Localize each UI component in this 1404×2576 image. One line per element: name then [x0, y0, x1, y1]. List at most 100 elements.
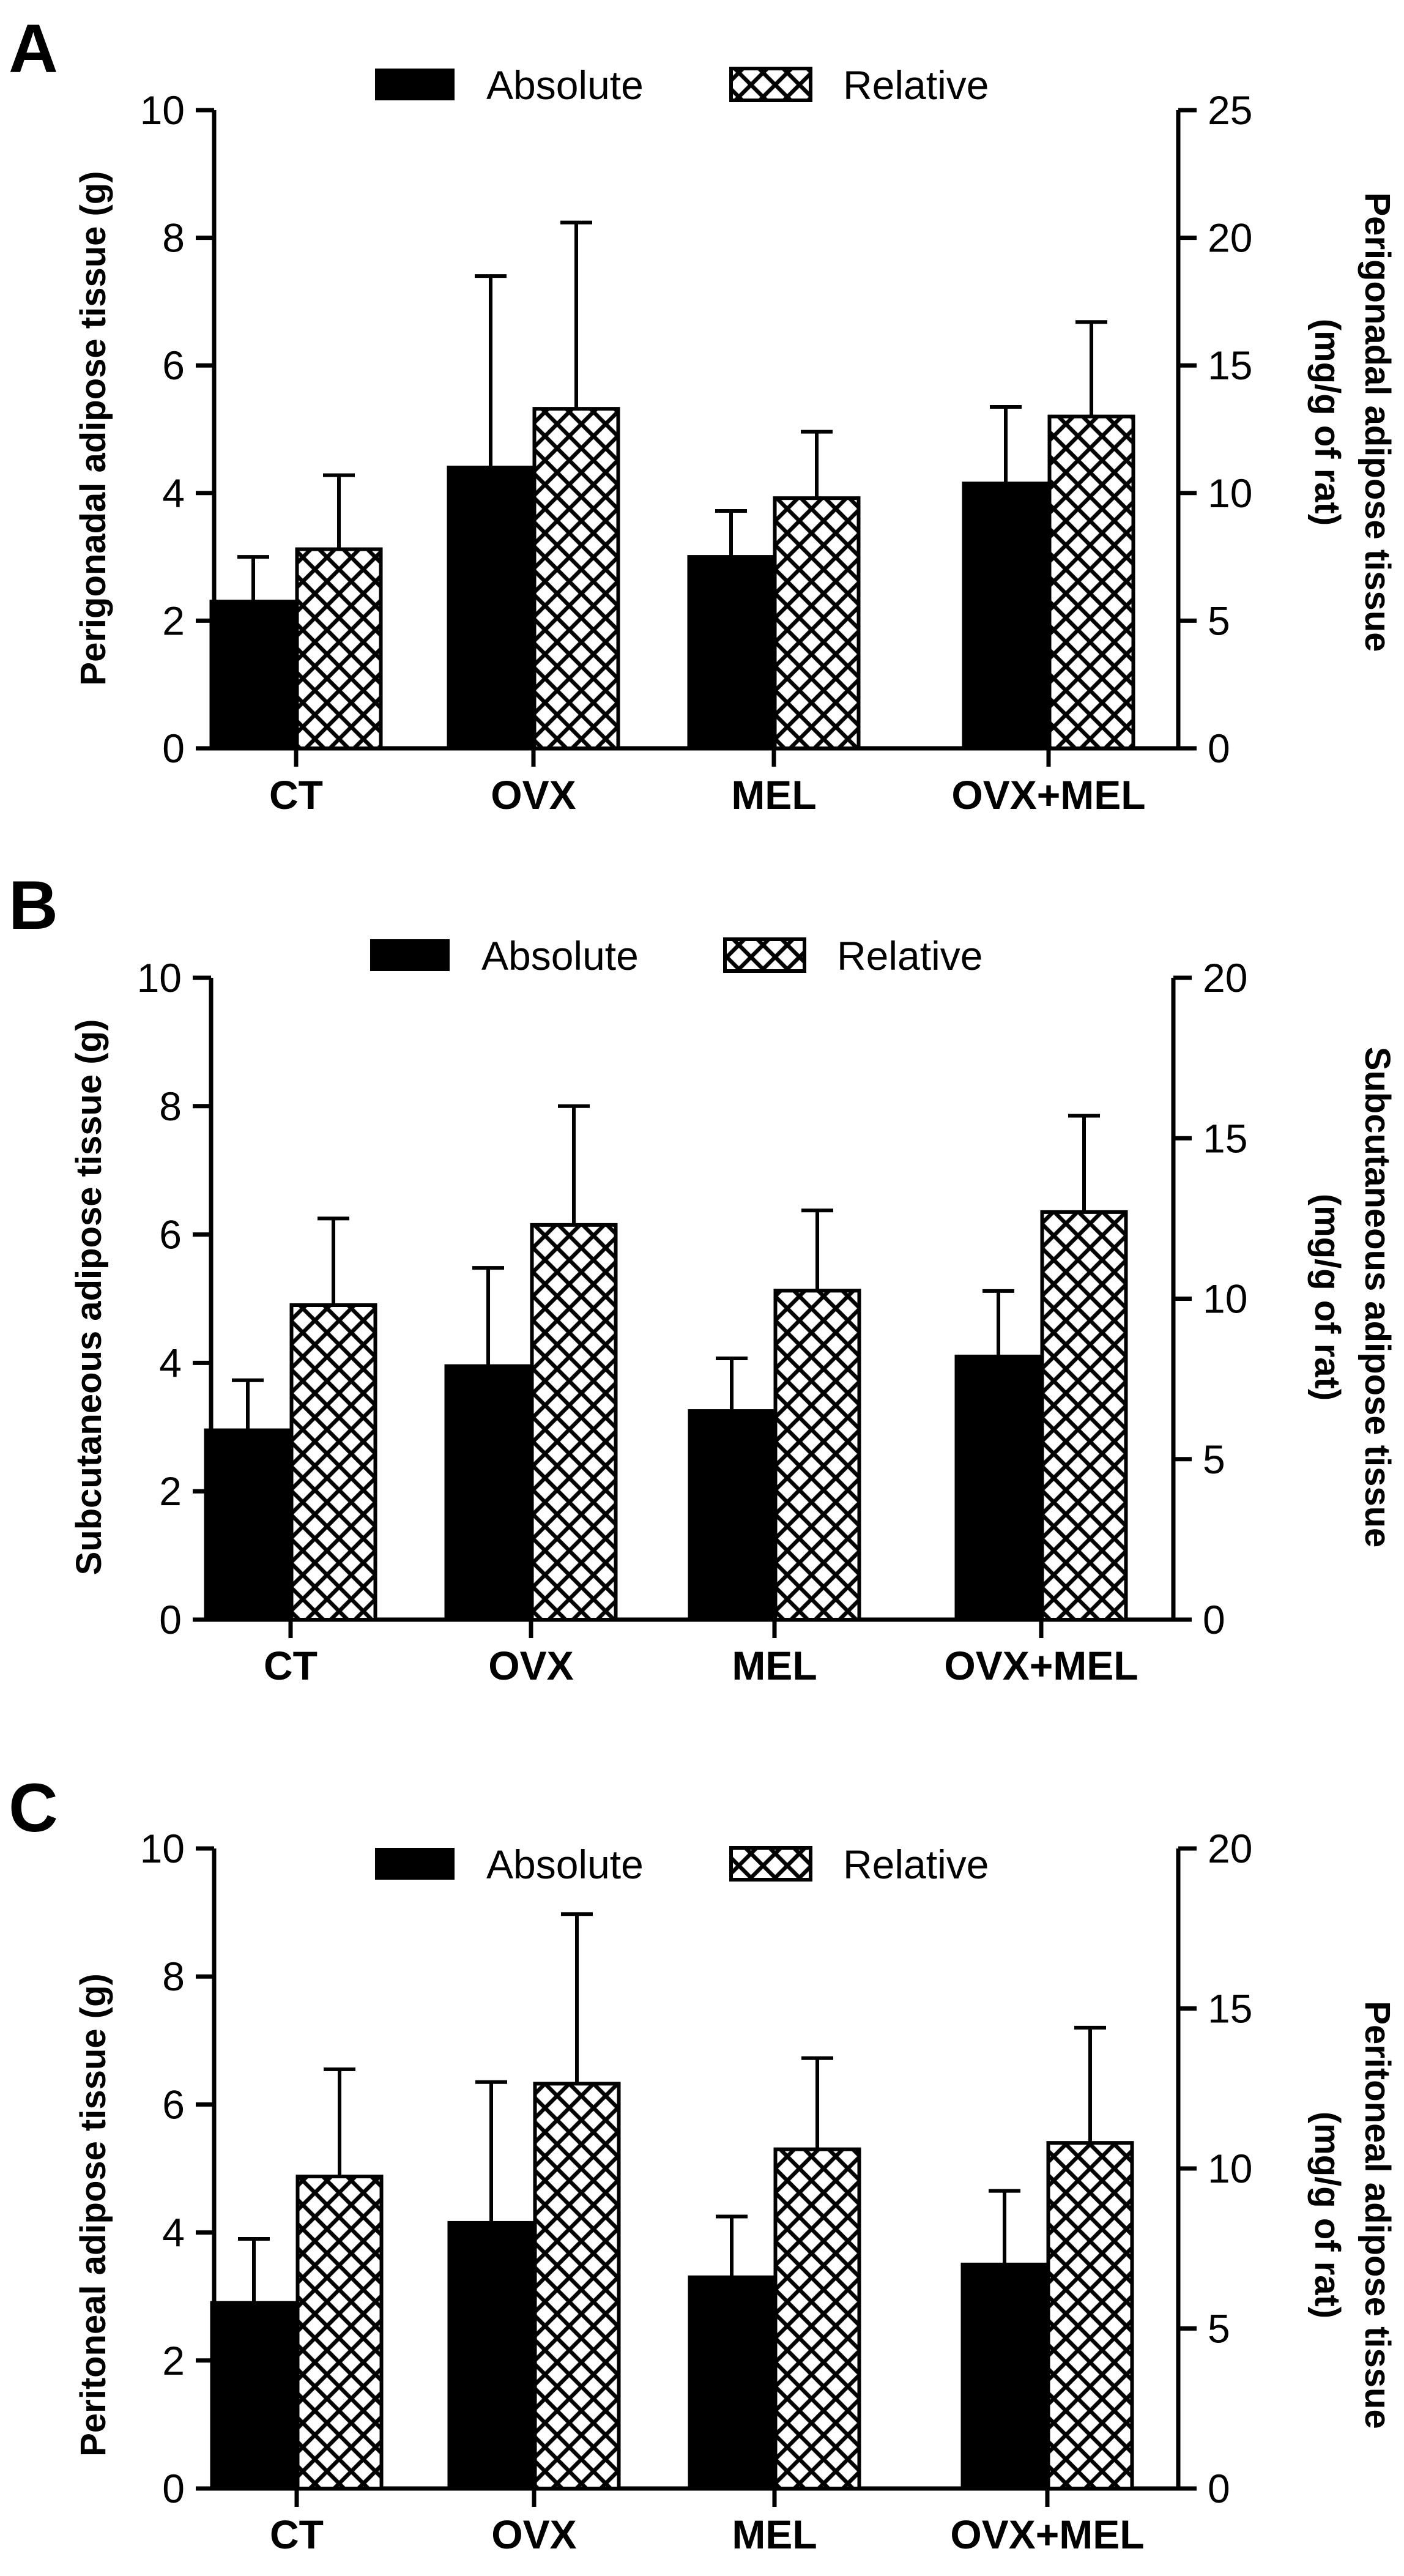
y-axis-title-left: Peritoneal adipose tissue (g): [73, 1973, 113, 2457]
x-tick-label: OVX: [491, 772, 576, 817]
panel-b: B Absolute Relative Subcutaneous adipose…: [9, 867, 1397, 1688]
bar-absolute: [688, 1409, 776, 1621]
y-tick-label-right: 0: [1208, 2466, 1230, 2511]
y-tick-label-left: 6: [162, 343, 185, 388]
y-tick-label-left: 6: [162, 2082, 185, 2127]
legend-label-relative: Relative: [843, 62, 989, 108]
y-axis-title-right-line1: Perigonadal adipose tissue: [1358, 193, 1397, 652]
bar-absolute: [688, 2275, 776, 2491]
bar-relative: [532, 407, 620, 750]
bar-relative: [295, 547, 383, 750]
bar-group-absolute: [960, 2189, 1049, 2490]
y-tick-label-left: 6: [159, 1212, 182, 1257]
panel-letter: B: [9, 867, 58, 944]
bar-relative: [773, 496, 861, 750]
bar-relative: [1040, 1210, 1128, 1621]
y-tick-label-left: 10: [137, 955, 182, 1000]
bar-absolute: [687, 555, 775, 750]
bar-group-absolute: [954, 1289, 1042, 1621]
y-tick-label-left: 0: [162, 726, 185, 771]
bar-group-absolute: [687, 509, 775, 750]
bar-group-relative: [1047, 320, 1135, 750]
bar-group-relative: [773, 430, 861, 750]
x-tick-label: CT: [270, 2512, 324, 2557]
bar-absolute: [204, 1428, 292, 1621]
y-tick-label-left: 4: [159, 1340, 182, 1385]
x-tick-label: OVX+MEL: [951, 772, 1145, 817]
bar-group-absolute: [447, 2080, 535, 2490]
bar-group-relative: [773, 2056, 861, 2491]
y-tick-label-right: 10: [1203, 1276, 1247, 1322]
y-axis-title-right-line1: Subcutaneous adipose tissue: [1358, 1047, 1397, 1548]
panel-letter: C: [9, 1770, 58, 1846]
y-tick-label-right: 0: [1203, 1597, 1225, 1642]
bar-relative: [773, 2147, 861, 2491]
y-axis-title-left: Subcutaneous adipose tissue (g): [69, 1019, 109, 1576]
legend-swatch-relative: [729, 67, 812, 102]
bar-relative: [530, 1223, 618, 1621]
y-axis-title-right-line2: (mg/g of rat): [1307, 1194, 1347, 1401]
bar-absolute: [962, 482, 1050, 751]
bar-absolute: [960, 2262, 1049, 2490]
bar-group-relative: [295, 473, 383, 750]
y-tick-label-left: 10: [140, 1826, 185, 1871]
panel-c: C Absolute Relative Peritoneal adipose t…: [9, 1770, 1397, 2557]
bar-relative: [773, 1289, 861, 1621]
panel-a: A Absolute Relative Perigonadal adipose …: [9, 10, 1397, 817]
legend-swatch-absolute: [375, 1848, 455, 1880]
bar-group-relative: [295, 2067, 384, 2490]
y-tick-label-right: 20: [1203, 955, 1247, 1000]
y-axis-title-right-line2: (mg/g of rat): [1307, 2112, 1347, 2318]
bar-group-relative: [289, 1216, 377, 1621]
x-tick-label: MEL: [732, 1643, 817, 1688]
y-tick-label-left: 0: [162, 2466, 185, 2511]
bar-relative: [1047, 414, 1135, 750]
legend-label-absolute: Absolute: [486, 62, 644, 108]
y-tick-label-left: 2: [159, 1469, 182, 1514]
y-tick-label-right: 5: [1208, 2306, 1230, 2351]
x-tick-label: OVX: [491, 2512, 576, 2557]
bar-group-absolute: [209, 555, 297, 750]
y-tick-label-right: 15: [1208, 343, 1252, 388]
y-axis-title-right-line2: (mg/g of rat): [1307, 319, 1347, 526]
y-tick-label-right: 15: [1203, 1115, 1247, 1161]
legend: Absolute Relative: [375, 62, 989, 108]
y-tick-label-right: 10: [1208, 471, 1252, 516]
legend: Absolute Relative: [375, 1842, 989, 1887]
bar-absolute: [447, 466, 535, 751]
y-tick-label-left: 0: [159, 1597, 182, 1642]
y-tick-label-left: 2: [162, 598, 185, 643]
legend-label-absolute: Absolute: [481, 933, 639, 978]
bar-group-absolute: [204, 1378, 292, 1621]
bar-group-absolute: [688, 2214, 776, 2491]
legend-swatch-relative: [723, 937, 806, 973]
legend-label-relative: Relative: [837, 933, 982, 978]
y-tick-label-right: 5: [1203, 1437, 1225, 1482]
bar-relative: [1046, 2141, 1134, 2490]
bar-group-relative: [1046, 2025, 1134, 2490]
y-axis-title-left: Perigonadal adipose tissue (g): [73, 171, 113, 685]
bar-group-absolute: [688, 1357, 776, 1621]
y-tick-label-left: 8: [162, 215, 185, 261]
bar-group-absolute: [210, 2237, 298, 2490]
panel-letter: A: [9, 10, 58, 87]
y-tick-label-right: 0: [1208, 726, 1230, 771]
x-tick-label: OVX+MEL: [944, 1643, 1138, 1688]
bar-group-relative: [530, 1104, 618, 1621]
bar-group-absolute: [444, 1266, 532, 1622]
x-tick-label: MEL: [732, 2512, 817, 2557]
bar-absolute: [444, 1364, 532, 1622]
bar-group-relative: [533, 1912, 621, 2490]
bar-group-absolute: [447, 274, 535, 751]
y-tick-label-left: 8: [162, 1954, 185, 1999]
y-tick-label-left: 4: [162, 471, 185, 516]
legend-swatch-absolute: [370, 939, 450, 971]
legend: Absolute Relative: [370, 933, 982, 978]
y-tick-label-right: 20: [1208, 1826, 1252, 1871]
bar-absolute: [210, 2301, 298, 2490]
y-tick-label-right: 25: [1208, 87, 1252, 133]
bar-absolute: [447, 2220, 535, 2490]
x-tick-label: CT: [269, 772, 323, 817]
bar-relative: [533, 2082, 621, 2490]
